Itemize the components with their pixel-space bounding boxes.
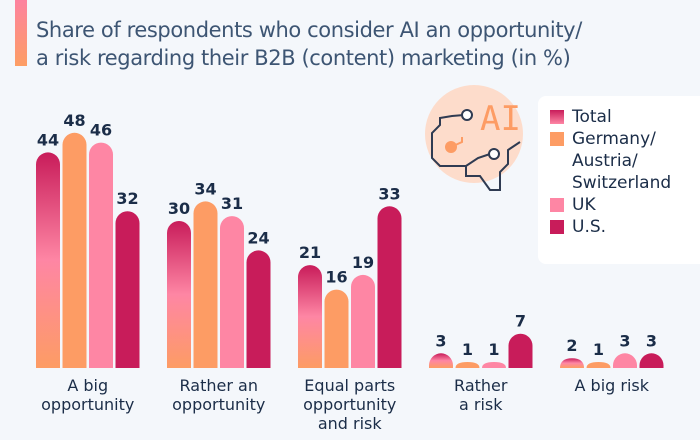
legend-item: Germany/Austria/Switzerland xyxy=(550,128,671,194)
category-label: Equal parts opportunity and risk xyxy=(285,376,415,433)
svg-text:AI: AI xyxy=(480,99,521,139)
bar-uk-1 xyxy=(220,216,244,368)
bar-total-4 xyxy=(560,358,584,368)
legend-label: UK xyxy=(572,195,596,215)
bar-total-2 xyxy=(298,265,322,368)
category-label: A big opportunity xyxy=(23,376,153,414)
legend-swatch xyxy=(550,198,564,212)
category-label-line: Equal parts xyxy=(304,376,396,395)
ai-circuit-icon: AI xyxy=(425,85,523,191)
category-label-line: a risk xyxy=(458,395,503,414)
data-label: 3 xyxy=(435,331,446,350)
bar-germany-austria-switzerland-3 xyxy=(455,362,480,368)
bar-uk-4 xyxy=(613,353,637,368)
data-label: 1 xyxy=(593,340,604,359)
data-label: 3 xyxy=(619,331,630,350)
bar-u-s--3 xyxy=(508,333,533,368)
chart-title: Share of respondents who consider AI an … xyxy=(36,16,582,72)
category-label-line: opportunity xyxy=(303,395,397,414)
legend-label: U.S. xyxy=(572,217,607,237)
category-label: A big risk xyxy=(547,376,677,395)
data-label: 34 xyxy=(194,179,216,198)
category-label: Rather a risk xyxy=(416,376,546,414)
data-label: 24 xyxy=(247,228,269,247)
bar-uk-2 xyxy=(351,274,375,368)
data-label: 3 xyxy=(646,331,657,350)
data-label: 31 xyxy=(221,194,243,213)
legend: Total Germany/Austria/Switzerland UK U.S. xyxy=(538,96,700,264)
legend-item: U.S. xyxy=(550,216,606,238)
legend-label: Germany/Austria/Switzerland xyxy=(572,129,672,193)
bar-germany-austria-switzerland-2 xyxy=(324,289,349,368)
data-label: 30 xyxy=(168,199,190,218)
bar-uk-0 xyxy=(89,142,113,368)
bar-total-1 xyxy=(167,221,191,368)
data-label: 44 xyxy=(37,130,59,149)
bar-total-3 xyxy=(429,353,453,368)
legend-item: UK xyxy=(550,194,596,216)
bar-uk-3 xyxy=(482,362,506,368)
bar-germany-austria-switzerland-0 xyxy=(62,132,87,368)
data-label: 19 xyxy=(352,253,374,272)
bar-germany-austria-switzerland-1 xyxy=(193,201,218,368)
chart-title-line-1: Share of respondents who consider AI an … xyxy=(36,18,582,42)
data-label: 21 xyxy=(299,243,321,262)
data-label: 32 xyxy=(116,189,138,208)
data-label: 33 xyxy=(378,184,400,203)
data-label: 16 xyxy=(325,268,347,287)
data-label: 1 xyxy=(488,340,499,359)
data-label: 2 xyxy=(566,336,577,355)
category-label-line: opportunity xyxy=(41,395,135,414)
category-label-line: and risk xyxy=(317,414,382,433)
category-label-line: opportunity xyxy=(172,395,266,414)
legend-item: Total xyxy=(550,106,612,128)
category-label-line: A big risk xyxy=(574,376,650,395)
category-label: Rather an opportunity xyxy=(154,376,284,414)
data-label: 7 xyxy=(515,312,526,331)
bar-u-s--4 xyxy=(639,353,664,368)
category-label-line: A big xyxy=(67,376,109,395)
category-label-line: Rather xyxy=(454,376,508,395)
legend-swatch xyxy=(550,132,564,146)
data-label: 46 xyxy=(90,121,112,140)
bar-u-s--1 xyxy=(246,250,271,368)
legend-label: Total xyxy=(572,107,612,127)
bar-total-0 xyxy=(36,152,60,368)
data-label: 1 xyxy=(462,340,473,359)
data-label: 48 xyxy=(63,111,85,130)
title-accent-bar xyxy=(15,0,27,66)
legend-swatch xyxy=(550,220,564,234)
bar-germany-austria-switzerland-4 xyxy=(586,362,611,368)
legend-swatch xyxy=(550,110,564,124)
bar-u-s--2 xyxy=(377,206,402,368)
bar-u-s--0 xyxy=(115,211,140,368)
chart-title-line-2: a risk regarding their B2B (content) mar… xyxy=(36,46,571,70)
category-label-line: Rather an xyxy=(179,376,258,395)
